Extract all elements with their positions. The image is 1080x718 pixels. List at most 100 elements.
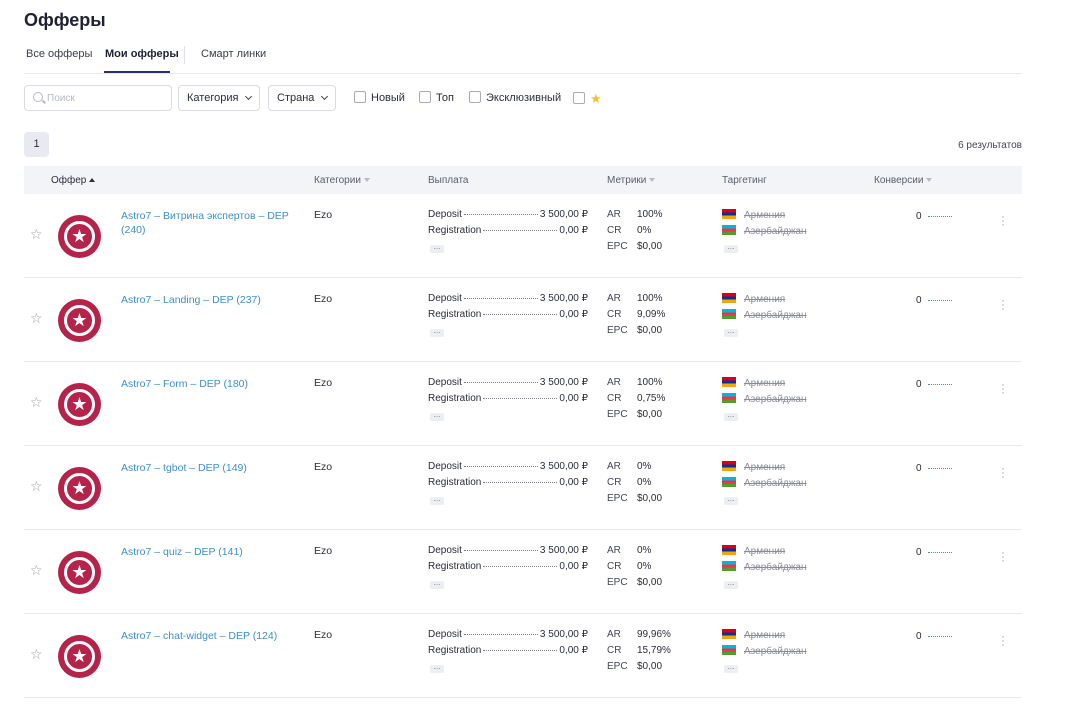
dotted-leader (463, 550, 538, 551)
offer-name-link[interactable]: Astro7 – tgbot – DEP (149) (121, 462, 247, 474)
offer-targeting: Армения Азербайджан ... (722, 377, 807, 421)
offer-targeting: Армения Азербайджан ... (722, 545, 807, 589)
armenia-flag-icon (722, 545, 736, 555)
metric-value: 0% (637, 461, 652, 472)
more-countries-button[interactable]: ... (724, 327, 738, 337)
more-vertical-icon[interactable]: · · · (1001, 461, 1005, 483)
offer-name-link[interactable]: Astro7 – chat-widget – DEP (124) (121, 630, 278, 642)
offer-metrics: AR 100% CR 0,75% EPC $0,00 (607, 377, 665, 425)
offer-metrics: AR 100% CR 0% EPC $0,00 (607, 209, 663, 257)
conversions-sparkline (927, 384, 952, 385)
more-countries-button[interactable]: ... (724, 495, 738, 505)
more-countries-button[interactable]: ... (724, 663, 738, 673)
dotted-leader (463, 298, 538, 299)
tab-all-offers[interactable]: Все офферы (26, 48, 93, 60)
offer-conversions[interactable]: 0 (916, 463, 952, 474)
offer-conversions[interactable]: 0 (916, 631, 952, 642)
country-name: Армения (744, 294, 786, 305)
logo-ring (64, 473, 95, 504)
category-select[interactable]: Категория (178, 85, 261, 111)
more-vertical-icon[interactable]: · · · (1001, 209, 1005, 231)
more-payouts-button[interactable]: ... (430, 411, 444, 421)
country-item: Азербайджан (722, 645, 807, 661)
offer-name-link[interactable]: Astro7 – Form – DEP (180) (121, 378, 249, 390)
metric-value: $0,00 (637, 241, 663, 252)
sort-icon (926, 178, 933, 182)
payout-label: Deposit (428, 377, 462, 388)
metric-key: AR (607, 461, 621, 472)
star-outline-icon[interactable]: ☆ (30, 310, 43, 326)
page-title: Офферы (24, 10, 106, 30)
metric-epc: EPC $0,00 (607, 577, 662, 593)
new-checkbox[interactable]: Новый (354, 91, 405, 105)
more-countries-button[interactable]: ... (724, 243, 738, 253)
metric-key: CR (607, 645, 622, 656)
exclusive-checkbox[interactable]: Эксклюзивный (469, 91, 561, 105)
payout-label: Registration (428, 225, 482, 236)
star-icon: ★ (590, 91, 602, 106)
tab-smart-links[interactable]: Смарт линки (201, 48, 267, 60)
more-vertical-icon[interactable]: · · · (1001, 545, 1005, 567)
payout-line: Deposit 3 500,00 ₽ (428, 209, 588, 225)
offer-name-link[interactable]: Astro7 – Витрина экспертов – DEP (240) (121, 210, 289, 236)
star-outline-icon[interactable]: ☆ (30, 562, 43, 578)
payout-line: Registration 0,00 ₽ (428, 393, 588, 409)
offer-targeting: Армения Азербайджан ... (722, 461, 807, 505)
table-header: Оффер Категории Выплата Метрики Таргетин… (24, 166, 1022, 194)
checkbox-box[interactable] (573, 92, 585, 104)
more-payouts-button[interactable]: ... (430, 327, 444, 337)
sort-asc-icon (89, 178, 96, 182)
more-payouts-button[interactable]: ... (430, 243, 444, 253)
payout-line: Deposit 3 500,00 ₽ (428, 377, 588, 393)
metric-cr: CR 9,09% (607, 309, 665, 325)
more-vertical-icon[interactable]: · · · (1001, 293, 1005, 315)
star-logo-icon: ★ (71, 562, 88, 582)
more-countries-button[interactable]: ... (724, 579, 738, 589)
offer-logo: ★ (58, 299, 101, 342)
more-payouts-button[interactable]: ... (430, 663, 444, 673)
checkbox-box[interactable] (469, 91, 481, 103)
more-vertical-icon[interactable]: · · · (1001, 377, 1005, 399)
more-vertical-icon[interactable]: · · · (1001, 629, 1005, 651)
metric-ar: AR 100% (607, 293, 665, 309)
tab-my-offers[interactable]: Мои офферы (105, 48, 179, 60)
country-select[interactable]: Страна (268, 85, 337, 111)
payout-value: 3 500,00 ₽ (539, 377, 588, 388)
offer-conversions[interactable]: 0 (916, 211, 952, 222)
offer-category: Ezo (314, 629, 333, 641)
checkbox-box[interactable] (354, 91, 366, 103)
metric-ar: AR 100% (607, 377, 665, 393)
offer-conversions[interactable]: 0 (916, 379, 952, 390)
metric-key: AR (607, 209, 621, 220)
sort-icon (649, 178, 656, 182)
header-conversions[interactable]: Конверсии (874, 175, 933, 186)
azerbaijan-flag-icon (722, 309, 736, 319)
offers-table-body: ☆ ★ Astro7 – Витрина экспертов – DEP (24… (24, 194, 1022, 698)
new-checkbox-label: Новый (371, 92, 405, 104)
offer-conversions[interactable]: 0 (916, 295, 952, 306)
more-countries-button[interactable]: ... (724, 411, 738, 421)
more-payouts-button[interactable]: ... (430, 495, 444, 505)
offer-category: Ezo (314, 293, 333, 305)
conversions-sparkline (927, 468, 952, 469)
offer-conversions[interactable]: 0 (916, 547, 952, 558)
header-metrics[interactable]: Метрики (607, 175, 656, 186)
star-outline-icon[interactable]: ☆ (30, 226, 43, 242)
header-categories[interactable]: Категории (314, 175, 370, 186)
star-outline-icon[interactable]: ☆ (30, 646, 43, 662)
checkbox-box[interactable] (419, 91, 431, 103)
offer-name-link[interactable]: Astro7 – quiz – DEP (141) (121, 546, 243, 558)
offer-name-link[interactable]: Astro7 – Landing – DEP (237) (121, 294, 261, 306)
page-button-1[interactable]: 1 (24, 132, 49, 157)
header-offer[interactable]: Оффер (51, 175, 96, 186)
star-outline-icon[interactable]: ☆ (30, 478, 43, 494)
star-outline-icon[interactable]: ☆ (30, 394, 43, 410)
search-input[interactable] (47, 90, 165, 106)
country-item: Азербайджан (722, 393, 807, 409)
more-payouts-button[interactable]: ... (430, 579, 444, 589)
top-checkbox[interactable]: Топ (419, 91, 454, 105)
favorite-checkbox[interactable]: ★ (573, 91, 602, 106)
metric-ar: AR 0% (607, 461, 662, 477)
metric-key: AR (607, 377, 621, 388)
offer-logo: ★ (58, 215, 101, 258)
